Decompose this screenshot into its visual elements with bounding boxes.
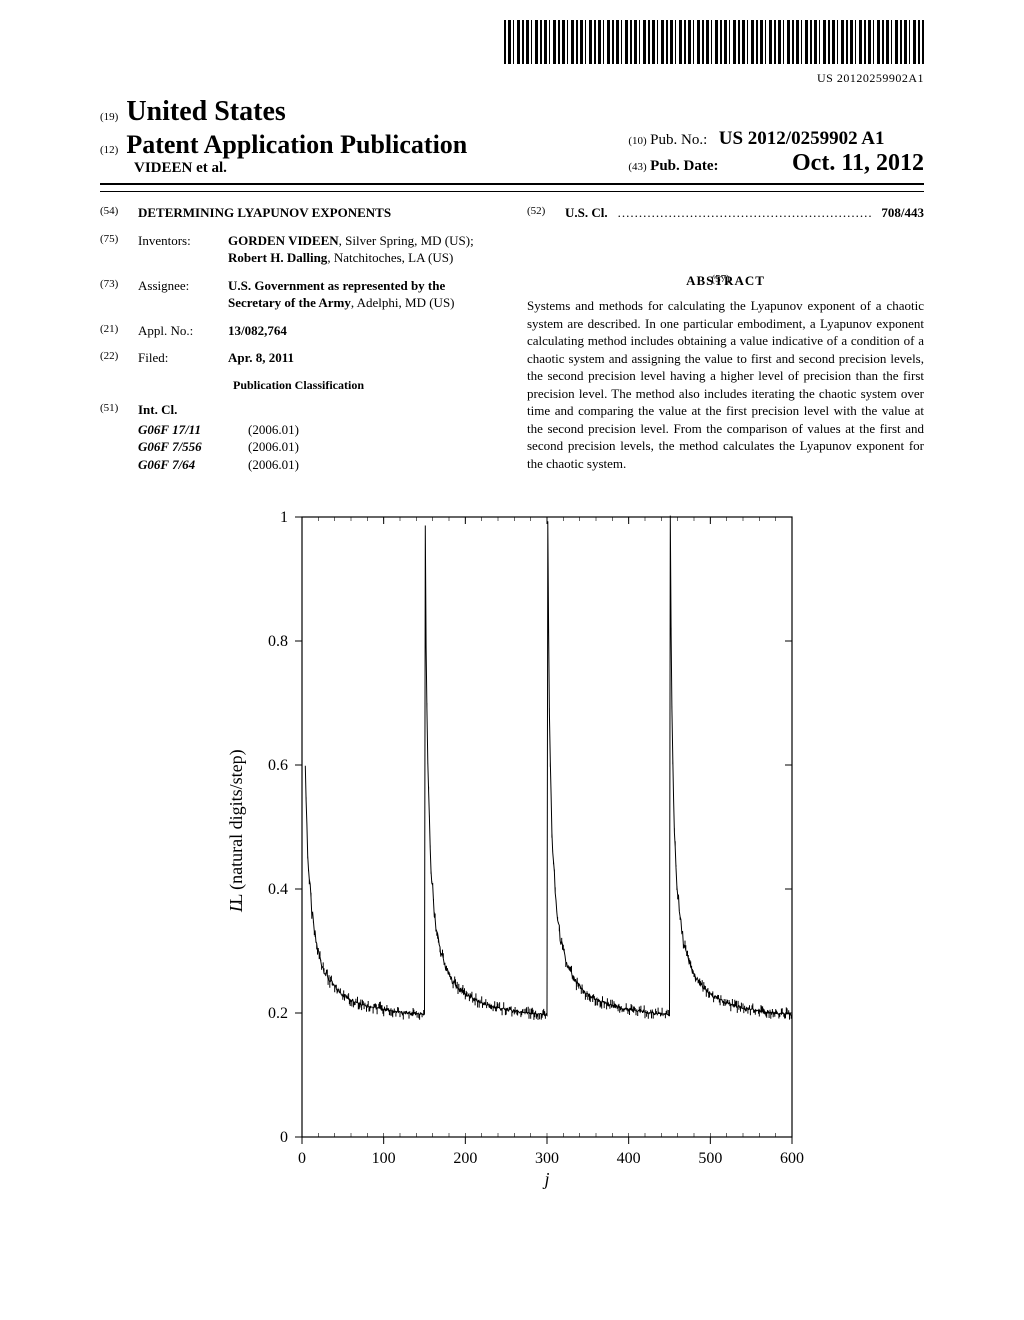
svg-text:0: 0 (298, 1150, 306, 1167)
svg-text:L: L (226, 902, 246, 913)
intcl-item-ver: (2006.01) (248, 438, 299, 456)
svg-text:200: 200 (453, 1150, 477, 1167)
filed-code: (22) (100, 349, 128, 367)
assignee-code: (73) (100, 277, 128, 312)
inventor1-loc: , Silver Spring, MD (US); (339, 233, 474, 248)
svg-text:1: 1 (280, 509, 288, 526)
svg-text:100: 100 (372, 1150, 396, 1167)
assignee-label: Assignee: (138, 277, 218, 312)
svg-text:600: 600 (780, 1150, 804, 1167)
intcl-list: G06F 17/11(2006.01) G06F 7/556(2006.01) … (138, 421, 497, 474)
intcl-code: (51) (100, 401, 128, 419)
applno-label: Appl. No.: (138, 322, 218, 340)
pub-no-label: Pub. No.: (650, 132, 707, 148)
intcl-label: Int. Cl. (138, 401, 177, 419)
svg-text:300: 300 (535, 1150, 559, 1167)
intcl-item-code: G06F 7/64 (138, 456, 248, 474)
pub-no: US 2012/0259902 A1 (719, 128, 885, 149)
pub-no-code: (10) (628, 135, 646, 147)
filed-label: Filed: (138, 349, 218, 367)
barcode-area (100, 20, 924, 69)
country-code: (19) (100, 111, 118, 123)
uscl-label: U.S. Cl. (565, 204, 608, 222)
applno: 13/082,764 (228, 322, 287, 340)
pub-date-code: (43) (628, 161, 646, 173)
inventors-code: (75) (100, 232, 128, 267)
applno-code: (21) (100, 322, 128, 340)
intcl-item-code: G06F 17/11 (138, 421, 248, 439)
svg-text:0.2: 0.2 (268, 1005, 288, 1022)
barcode-text: US 20120259902A1 (100, 71, 924, 86)
document-header: (19) United States (12) Patent Applicati… (100, 96, 924, 185)
bibliographic-columns: (54) DETERMINING LYAPUNOV EXPONENTS (75)… (100, 191, 924, 473)
uscl-code: (52) (527, 204, 555, 222)
abstract-code: (57) (712, 272, 740, 287)
pub-date-label: Pub. Date: (650, 158, 718, 174)
svg-text:500: 500 (698, 1150, 722, 1167)
abstract-text: Systems and methods for calculating the … (527, 297, 924, 472)
pub-type-code: (12) (100, 144, 118, 156)
inventors-label: Inventors: (138, 232, 218, 267)
svg-text:L (natural digits/step): L (natural digits/step) (226, 750, 247, 905)
inventor1-name: GORDEN VIDEEN (228, 233, 339, 248)
left-column: (54) DETERMINING LYAPUNOV EXPONENTS (75)… (100, 204, 497, 473)
svg-text:0: 0 (280, 1129, 288, 1146)
assignee-text: U.S. Government as represented by the Se… (228, 277, 497, 312)
svg-text:400: 400 (617, 1150, 641, 1167)
inventors-text: GORDEN VIDEEN, Silver Spring, MD (US); R… (228, 232, 497, 267)
inventor2-loc: , Natchitoches, LA (US) (327, 250, 453, 265)
svg-text:0.8: 0.8 (268, 633, 288, 650)
uscl-value: 708/443 (881, 204, 924, 222)
svg-text:0.4: 0.4 (268, 881, 288, 898)
assignee-loc: , Adelphi, MD (US) (351, 295, 455, 310)
chart-svg: 0 100 200 300 400 500 600 0 0.2 0.4 0.6 0.8 1 j L (nat… (212, 497, 812, 1197)
svg-text:j: j (542, 1169, 549, 1189)
inventor2-name: Robert H. Dalling (228, 250, 327, 265)
pub-type: Patent Application Publication (126, 130, 467, 160)
svg-text:0.6: 0.6 (268, 757, 288, 774)
leader-dots: ........................................… (618, 204, 872, 222)
invention-title: DETERMINING LYAPUNOV EXPONENTS (138, 204, 391, 222)
barcode-graphic (504, 20, 924, 64)
intcl-item-ver: (2006.01) (248, 421, 299, 439)
intcl-item-code: G06F 7/556 (138, 438, 248, 456)
filed-date: Apr. 8, 2011 (228, 349, 294, 367)
lyapunov-chart: 0 100 200 300 400 500 600 0 0.2 0.4 0.6 0.8 1 j L (nat… (212, 497, 812, 1197)
right-column: (52) U.S. Cl. ..........................… (527, 204, 924, 473)
header-authors: VIDEEN et al. (134, 160, 227, 176)
pub-class-heading: Publication Classification (100, 377, 497, 393)
title-code: (54) (100, 204, 128, 222)
country: United States (126, 96, 285, 128)
intcl-item-ver: (2006.01) (248, 456, 299, 474)
pub-date: Oct. 11, 2012 (792, 150, 924, 176)
